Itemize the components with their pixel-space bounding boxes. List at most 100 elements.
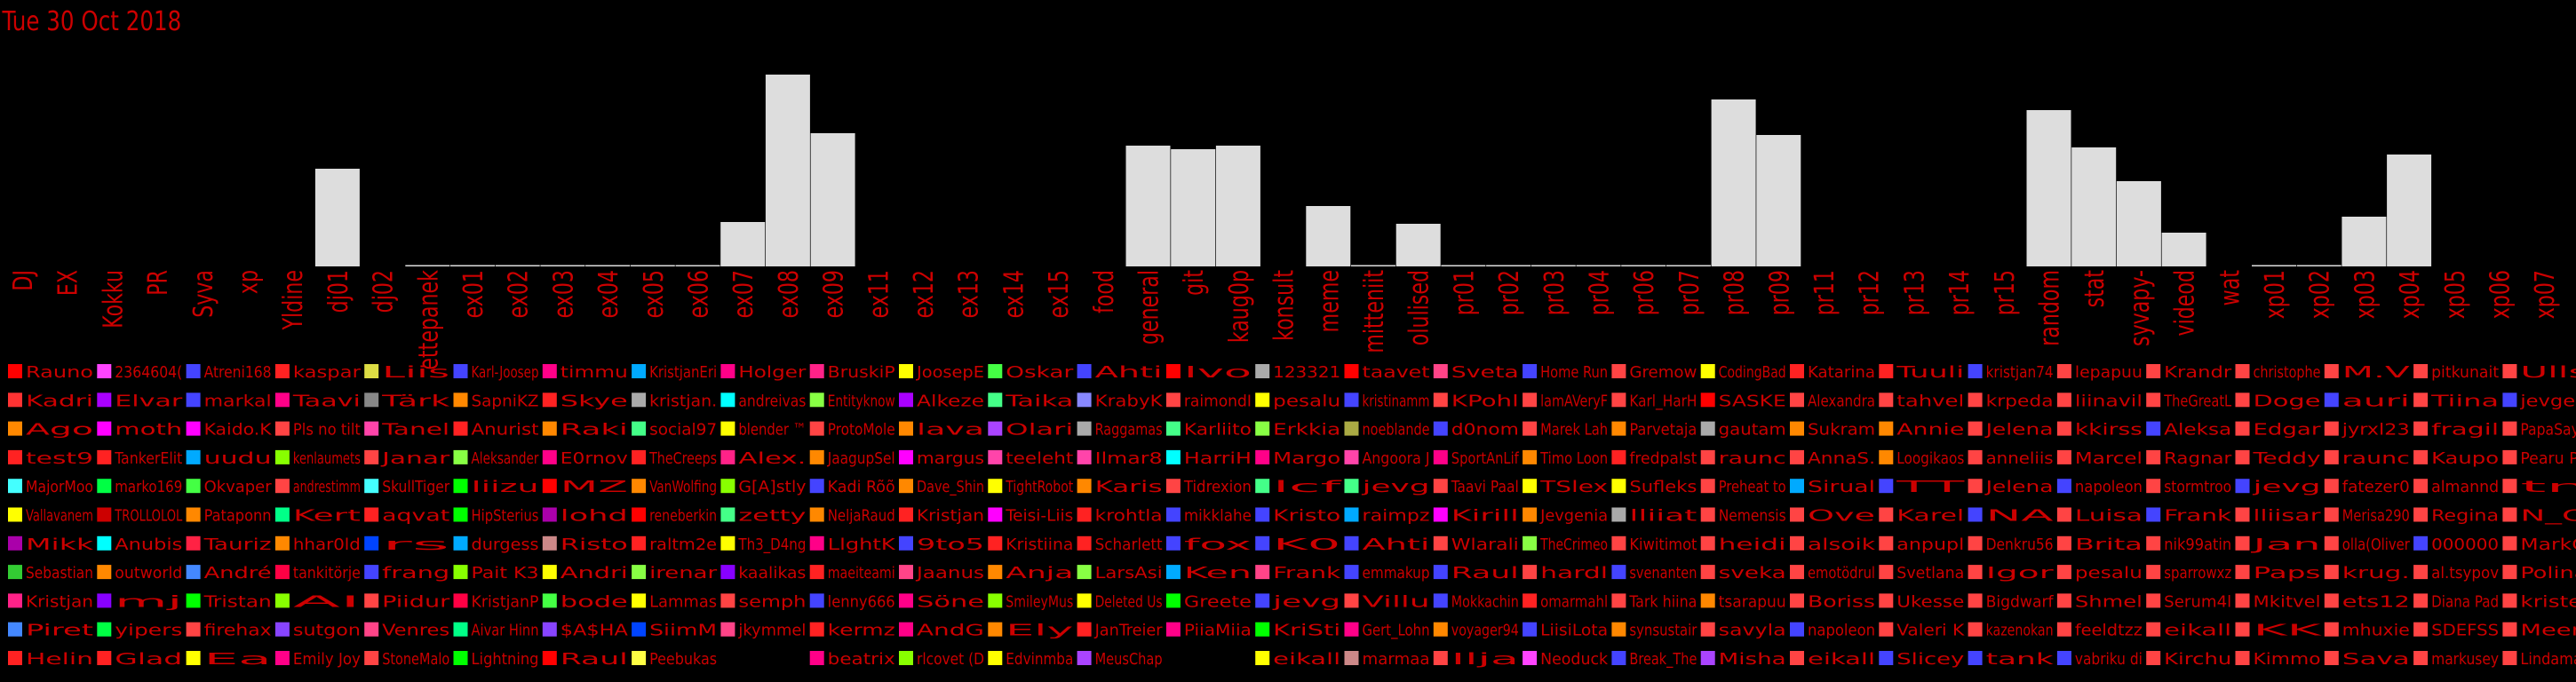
legend-swatch <box>1077 651 1092 665</box>
legend-item: lamAVeryF <box>1523 392 1608 410</box>
legend-item: Slicey <box>1879 650 1965 669</box>
legend-item: Risto <box>542 535 628 554</box>
legend-label: krug. <box>2342 564 2410 583</box>
legend-item: Ragnar <box>2146 449 2232 468</box>
legend-item: Doge <box>2235 392 2321 410</box>
legend-label: Villu <box>1363 592 1430 611</box>
legend-label: Dave_Shin <box>917 478 984 496</box>
x-tick-label: xp06 <box>2485 270 2516 319</box>
legend-label: Olari <box>1006 421 1073 440</box>
legend-label: Kirill <box>1451 507 1519 526</box>
legend-label: Serum4l <box>2164 592 2231 611</box>
legend-item: Kert <box>274 507 361 526</box>
legend-swatch <box>1433 565 1448 580</box>
legend-swatch <box>1879 364 1894 378</box>
legend-swatch <box>2235 535 2250 551</box>
legend-label: MarkG <box>2520 535 2576 554</box>
legend-swatch <box>8 479 22 494</box>
x-tick-label: random <box>2035 270 2065 346</box>
legend-item: tn <box>2502 478 2576 496</box>
legend-item: marko169 <box>97 478 182 496</box>
legend-swatch <box>1700 651 1715 665</box>
legend-label: tahvel <box>1896 392 1964 410</box>
legend-item: Glad <box>97 650 182 669</box>
legend-swatch <box>809 479 824 494</box>
legend-label: Entityknow <box>828 392 895 410</box>
legend-label: vabriku di <box>2075 650 2143 669</box>
legend-label: mhuxie <box>2342 622 2410 640</box>
legend-label: Edgar <box>2254 421 2322 440</box>
legend-swatch <box>632 651 647 665</box>
legend-label: Denkru56 <box>1986 535 2054 554</box>
legend-swatch <box>720 449 735 464</box>
legend-swatch <box>97 593 112 608</box>
legend-label: TheGreatL <box>2163 392 2231 410</box>
legend-item: hhar0ld <box>274 535 361 554</box>
legend-label: Krandr <box>2164 363 2231 382</box>
legend-item: nik99atin <box>2146 535 2231 554</box>
legend-item: Ulls <box>2502 363 2576 382</box>
legend-swatch <box>2146 622 2161 637</box>
bar-pr06 <box>1621 265 1666 266</box>
legend-swatch <box>97 479 112 494</box>
legend-swatch <box>186 651 201 665</box>
legend-label: HarriH <box>1184 449 1252 468</box>
legend-swatch <box>899 622 913 637</box>
legend-label: KrabyK <box>1095 392 1163 410</box>
legend-label: Ove <box>1808 507 1875 526</box>
legend-swatch <box>2324 393 2339 408</box>
legend-label: Tiina <box>2429 392 2499 410</box>
legend-swatch <box>1344 651 1359 665</box>
legend-label: Iiizu <box>472 478 539 496</box>
legend-item: Ilmar8 <box>1077 449 1163 468</box>
legend-item: SDEFSS <box>2413 622 2499 640</box>
legend-item: sveka <box>1700 564 1786 583</box>
legend-label: Karliito <box>1184 421 1252 440</box>
legend-item: LlghtK <box>809 535 895 554</box>
legend-item: christophe <box>2235 363 2321 382</box>
legend-item: Vallavanem <box>8 507 93 526</box>
legend-label: social97 <box>649 421 717 440</box>
legend-item: social97 <box>632 421 717 440</box>
legend-label: Raki <box>561 421 628 440</box>
legend-item: lenny666 <box>809 592 895 611</box>
legend-swatch <box>8 535 22 551</box>
legend-swatch <box>2056 479 2071 494</box>
bar-pr04 <box>1576 265 1621 266</box>
legend-swatch <box>1344 565 1359 580</box>
legend-label: kristjan74 <box>1986 363 2054 382</box>
legend-item: Tidrexion <box>1165 478 1252 496</box>
legend-swatch <box>453 507 468 522</box>
x-tick-label: xp07 <box>2531 270 2561 319</box>
x-tick-label: git <box>1180 270 1210 296</box>
legend-item: lcf <box>1255 478 1345 496</box>
legend-swatch <box>1611 651 1626 665</box>
legend-swatch <box>542 593 557 608</box>
legend-label: eikall <box>1273 650 1340 669</box>
x-tick-label: dj01 <box>324 270 354 313</box>
legend-item: Skye <box>542 392 628 410</box>
legend-item: outworld <box>97 564 182 583</box>
legend-label: Pait K3 <box>472 564 539 583</box>
legend-item: auri <box>2324 392 2410 410</box>
legend-item: Liis <box>364 363 449 382</box>
legend-label: 2364604( <box>115 363 182 382</box>
legend-label: rs <box>382 535 449 554</box>
legend-swatch <box>8 565 22 580</box>
legend-label: mj <box>115 592 182 611</box>
legend-label: markal <box>204 392 272 410</box>
legend-swatch <box>720 565 735 580</box>
legend-item: Kirill <box>1433 507 1519 526</box>
legend-item: tank <box>1968 650 2055 669</box>
legend-label: raunc <box>1719 449 1786 468</box>
legend-label: Andri <box>561 564 628 583</box>
legend-item: omarmahl <box>1523 592 1608 611</box>
legend-label: JoosepE <box>916 363 984 382</box>
legend-swatch <box>274 449 290 464</box>
x-tick-label: ex06 <box>684 270 714 318</box>
legend-item: tsarapuu <box>1700 592 1786 611</box>
legend-swatch <box>186 507 201 522</box>
legend-label: auri <box>2342 392 2410 410</box>
bar-xp02 <box>2296 265 2341 266</box>
legend-swatch <box>720 393 735 408</box>
